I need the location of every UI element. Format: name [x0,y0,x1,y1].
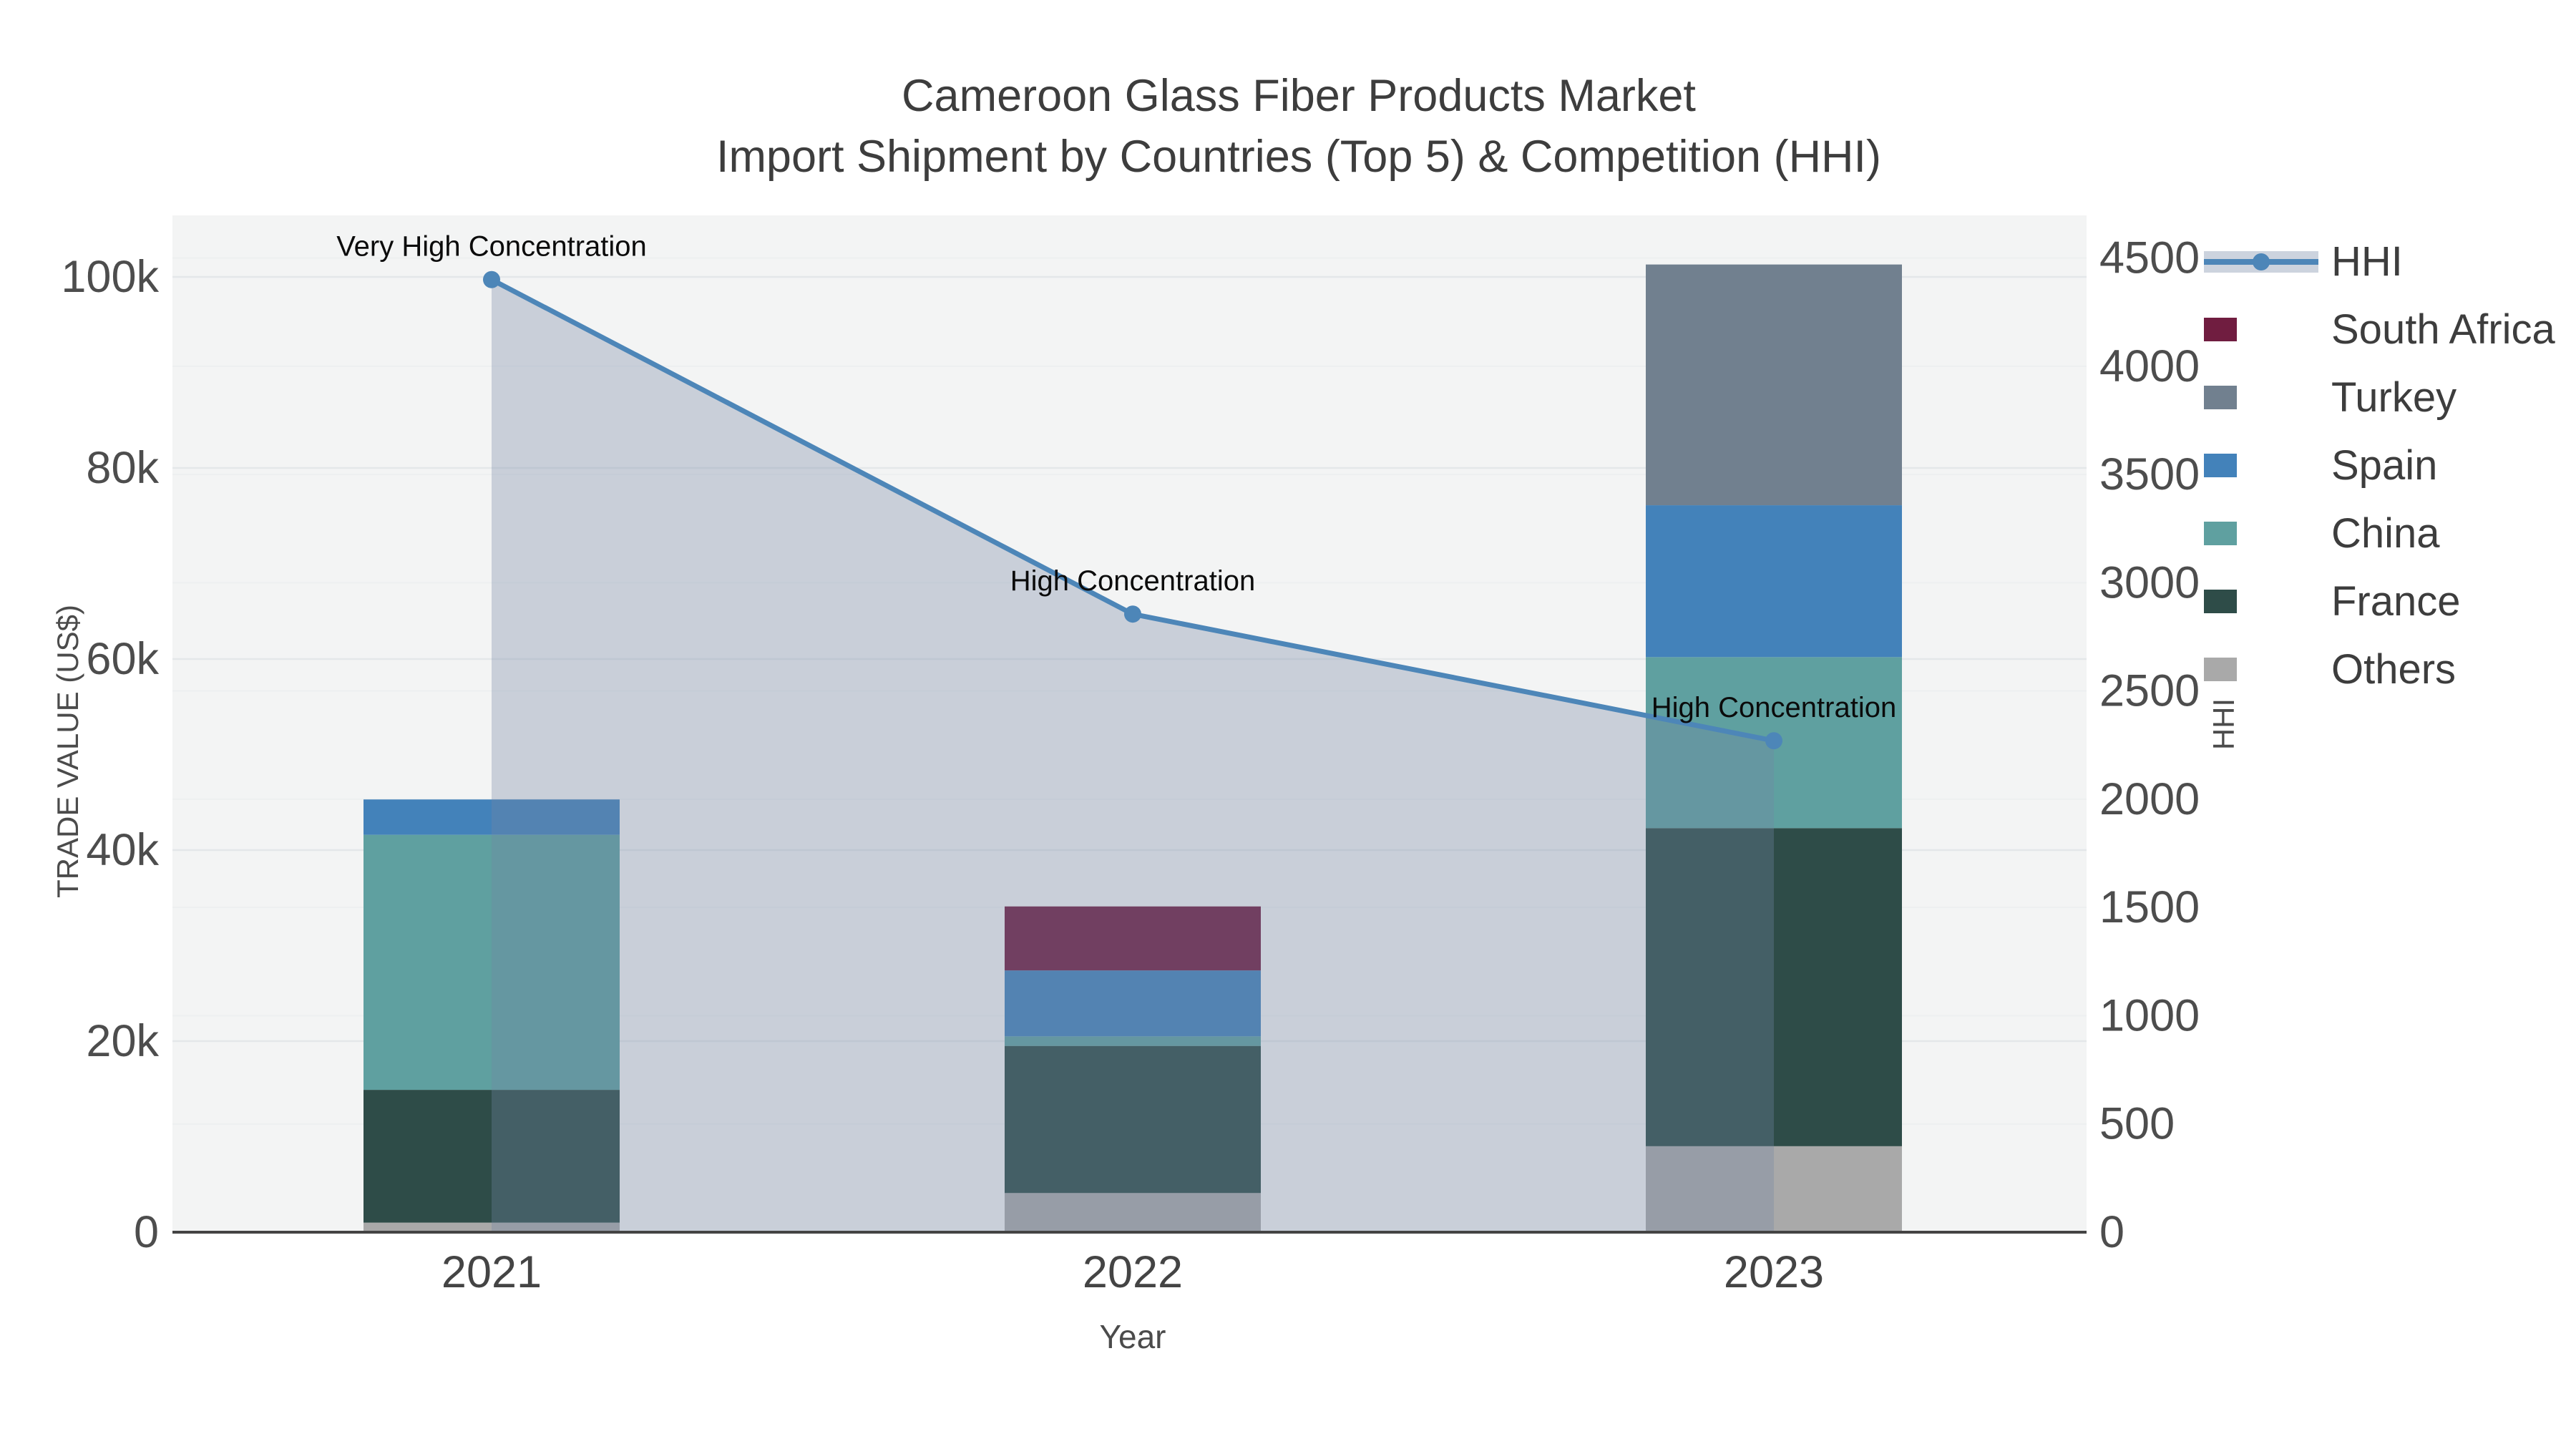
legend-label: Turkey [2331,374,2457,421]
legend-item-france[interactable]: France [2204,567,2555,635]
secondary-y-axis-tick-label: 2000 [2099,774,2200,824]
legend-swatch-icon [2204,318,2318,341]
legend-label: China [2331,510,2440,557]
legend: HHI South Africa Turkey Spain China France Oth… [2204,228,2555,703]
bar-segment-turkey-2023[interactable] [1646,264,1902,506]
y-axis-title: TRADE VALUE (US$) [51,605,84,898]
legend-item-others[interactable]: Others [2204,635,2555,703]
hhi-marker-2022[interactable] [1124,605,1141,623]
legend-swatch-icon [2204,522,2318,545]
bar-segment-china-2021[interactable] [364,834,620,1091]
secondary-y-axis-title: HHI [2207,698,2240,751]
hhi-annotation: High Concentration [1652,692,1896,723]
hhi-marker-2021[interactable] [483,270,500,288]
y-axis-tick-label: 60k [86,634,159,684]
x-axis-tick-label: 2022 [1083,1247,1183,1297]
x-axis-tick-label: 2021 [441,1247,542,1297]
bar-segment-france-2021[interactable] [364,1090,620,1223]
secondary-y-axis-tick-label: 1000 [2099,990,2200,1040]
legend-label: South Africa [2331,306,2555,353]
legend-label: Spain [2331,442,2438,489]
y-axis-tick-label: 40k [86,825,159,875]
hhi-area-fill [492,279,1774,1233]
hhi-annotation: Very High Concentration [336,231,647,263]
secondary-y-axis-tick-label: 3000 [2099,557,2200,608]
secondary-y-axis-tick-label: 0 [2099,1207,2124,1257]
bar-segment-china-2022[interactable] [1005,1036,1261,1046]
chart-title-line2: Import Shipment by Countries (Top 5) & C… [716,132,1882,182]
legend-label: France [2331,578,2461,625]
legend-swatch-icon [2204,386,2318,409]
y-axis-tick-label: 80k [86,443,159,493]
bar-segment-others-2022[interactable] [1005,1193,1261,1232]
legend-item-hhi[interactable]: HHI [2204,228,2555,296]
legend-label: HHI [2331,238,2403,285]
secondary-y-axis-tick-label: 1500 [2099,882,2200,932]
bar-segment-spain-2022[interactable] [1005,970,1261,1037]
bar-segment-france-2022[interactable] [1005,1045,1261,1194]
secondary-y-axis-tick-label: 500 [2099,1099,2175,1149]
legend-item-china[interactable]: China [2204,499,2555,567]
y-axis-tick-label: 100k [61,252,159,302]
y-axis-tick-label: 0 [134,1207,159,1257]
legend-item-turkey[interactable]: Turkey [2204,364,2555,431]
secondary-y-axis-tick-label: 4000 [2099,341,2200,391]
legend-item-spain[interactable]: Spain [2204,431,2555,499]
y-axis-tick-label: 20k [86,1016,159,1066]
secondary-y-axis-tick-label: 2500 [2099,666,2200,716]
bar-segment-others-2021[interactable] [364,1222,620,1232]
hhi-annotation: High Concentration [1010,565,1255,597]
x-axis-title: Year [1099,1318,1166,1355]
legend-item-south-africa[interactable]: South Africa [2204,296,2555,364]
x-axis-tick-label: 2023 [1724,1247,1824,1297]
legend-swatch-icon [2204,590,2318,613]
bar-segment-france-2023[interactable] [1646,828,1902,1146]
legend-swatch-icon [2204,454,2318,477]
hhi-line-sample-icon [2204,250,2318,273]
bar-segment-spain-2021[interactable] [364,799,620,835]
legend-label: Others [2331,646,2457,693]
secondary-y-axis-tick-label: 3500 [2099,449,2200,499]
bar-segment-others-2023[interactable] [1646,1146,1902,1232]
bar-segment-south-africa-2022[interactable] [1005,906,1261,971]
secondary-y-axis-tick-label: 4500 [2099,233,2200,283]
legend-swatch-icon [2204,658,2318,681]
chart-title-line1: Cameroon Glass Fiber Products Market [902,71,1696,121]
bar-segment-spain-2023[interactable] [1646,505,1902,658]
hhi-marker-2023[interactable] [1765,732,1782,750]
